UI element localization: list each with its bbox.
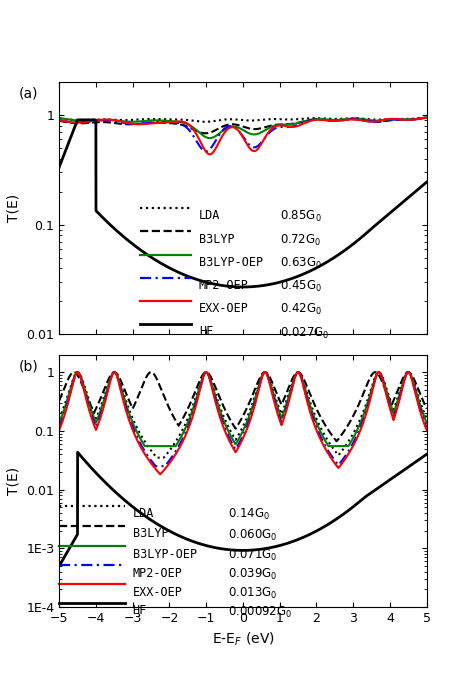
Text: 0.060G$_0$: 0.060G$_0$: [228, 527, 278, 543]
Text: LDA: LDA: [133, 507, 154, 520]
Text: MP2-OEP: MP2-OEP: [199, 279, 249, 292]
Text: EXX-OEP: EXX-OEP: [199, 302, 249, 315]
Text: (b): (b): [19, 359, 38, 374]
Text: B3LYP-OEP: B3LYP-OEP: [133, 548, 197, 561]
Text: B3LYP: B3LYP: [133, 527, 168, 540]
Text: 0.027G$_0$: 0.027G$_0$: [280, 325, 329, 340]
Text: EXX-OEP: EXX-OEP: [133, 586, 182, 599]
Text: MP2-OEP: MP2-OEP: [133, 567, 182, 580]
X-axis label: E-E$_F$ (eV): E-E$_F$ (eV): [211, 630, 274, 648]
Text: B3LYP: B3LYP: [199, 233, 235, 246]
Text: HF: HF: [133, 604, 147, 617]
Text: HF: HF: [199, 325, 213, 338]
Text: 0.14G$_0$: 0.14G$_0$: [228, 507, 270, 522]
Text: B3LYP-OEP: B3LYP-OEP: [199, 256, 263, 269]
Text: 0.039G$_0$: 0.039G$_0$: [228, 567, 278, 582]
Text: LDA: LDA: [199, 209, 220, 222]
Text: (a): (a): [19, 87, 38, 101]
Text: 0.85G$_0$: 0.85G$_0$: [280, 209, 321, 224]
Y-axis label: T(E): T(E): [7, 466, 21, 495]
Y-axis label: T(E): T(E): [7, 194, 21, 222]
Text: 0.45G$_0$: 0.45G$_0$: [280, 279, 322, 294]
Text: 0.63G$_0$: 0.63G$_0$: [280, 256, 322, 271]
Text: 0.013G$_0$: 0.013G$_0$: [228, 586, 278, 601]
Text: 0.42G$_0$: 0.42G$_0$: [280, 302, 322, 317]
Text: 0.071G$_0$: 0.071G$_0$: [228, 548, 278, 563]
Text: 0.00092G$_0$: 0.00092G$_0$: [228, 604, 292, 619]
Text: 0.72G$_0$: 0.72G$_0$: [280, 233, 321, 248]
